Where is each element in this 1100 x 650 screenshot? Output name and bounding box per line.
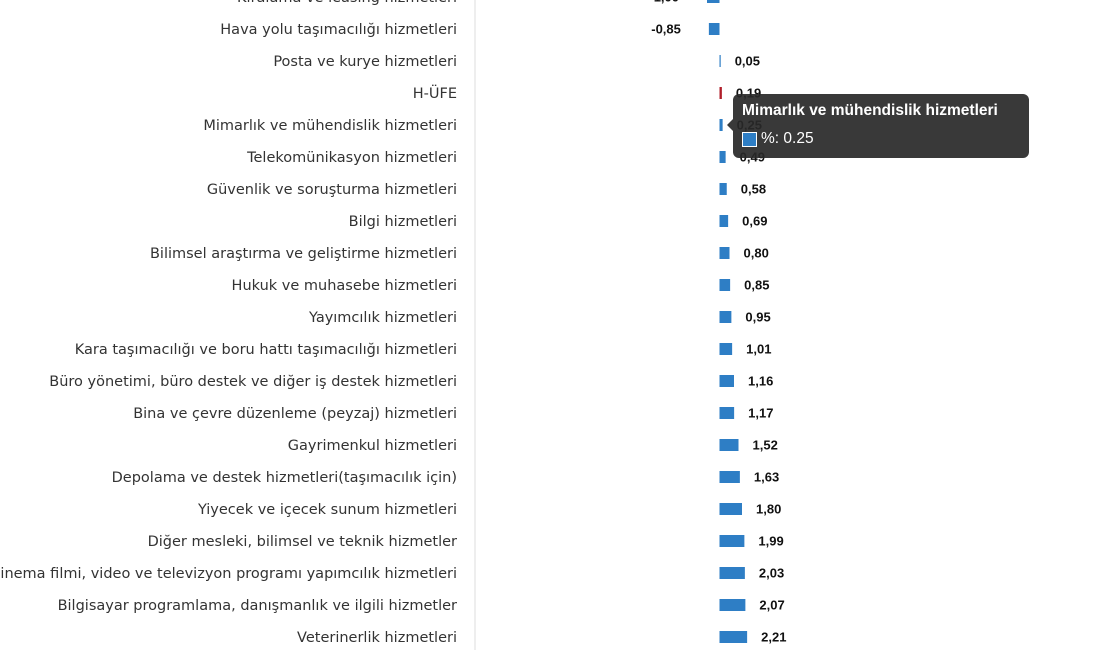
category-label: Güvenlik ve soruşturma hizmetleri (207, 182, 457, 198)
bar[interactable] (719, 407, 735, 419)
tooltip-title: Mimarlık ve mühendislik hizmetleri (742, 102, 998, 119)
value-label: 2,03 (759, 566, 784, 581)
bar[interactable] (707, 0, 720, 3)
bar[interactable] (719, 439, 739, 451)
bar[interactable] (719, 375, 735, 387)
category-label: Hukuk ve muhasebe hizmetleri (232, 278, 457, 294)
category-label: Diğer mesleki, bilimsel ve teknik hizmet… (148, 534, 457, 550)
value-label: 1,17 (748, 406, 773, 421)
value-label: 2,21 (761, 630, 786, 645)
bar[interactable] (719, 279, 731, 291)
bar[interactable] (719, 55, 721, 67)
tooltip-swatch-icon (742, 131, 757, 147)
value-label: 0,05 (735, 54, 760, 69)
value-label: 1,63 (754, 470, 779, 485)
category-label: Depolama ve destek hizmetleri(taşımacılı… (112, 470, 457, 486)
category-label: Posta ve kurye hizmetleri (273, 54, 457, 70)
bar[interactable] (719, 599, 746, 611)
value-label: 0,95 (745, 310, 770, 325)
category-label: Bina ve çevre düzenleme (peyzaj) hizmetl… (133, 406, 457, 422)
category-label: Yiyecek ve içecek sunum hizmetleri (197, 502, 457, 518)
category-label: Bilgi hizmetleri (349, 214, 457, 230)
bar[interactable] (719, 567, 745, 579)
value-label: 1,99 (758, 534, 783, 549)
category-label: Bilgisayar programlama, danışmanlık ve i… (58, 598, 457, 614)
bar[interactable] (719, 631, 748, 643)
category-label: Bilimsel araştırma ve geliştirme hizmetl… (150, 246, 457, 262)
bar[interactable] (719, 87, 722, 99)
category-label: Kara taşımacılığı ve boru hattı taşımacı… (75, 342, 457, 358)
value-label: 0,85 (744, 278, 769, 293)
value-label: -0,85 (651, 22, 681, 37)
category-label: Kiralama ve leasing hizmetleri (237, 0, 457, 6)
value-label: 2,07 (759, 598, 784, 613)
category-label: H-ÜFE (413, 84, 457, 102)
value-label: -1,00 (649, 0, 679, 5)
chart-tooltip: Mimarlık ve mühendislik hizmetleri %: 0.… (727, 94, 1029, 158)
value-label: 0,69 (742, 214, 767, 229)
category-label: Yayımcılık hizmetleri (308, 310, 457, 326)
category-label: Telekomünikasyon hizmetleri (246, 150, 457, 166)
value-label: 1,01 (746, 342, 771, 357)
bar[interactable] (719, 215, 729, 227)
tooltip-value: %: 0.25 (761, 130, 814, 147)
category-label: Sinema filmi, video ve televizyon progra… (0, 566, 457, 582)
value-label: 1,52 (753, 438, 778, 453)
bar[interactable] (719, 503, 743, 515)
value-label: 1,16 (748, 374, 773, 389)
bar[interactable] (719, 311, 732, 323)
category-label: Gayrimenkul hizmetleri (288, 438, 457, 454)
bar[interactable] (719, 119, 723, 131)
tooltip-body: %: 0.25 (742, 129, 1020, 149)
bar[interactable] (719, 343, 733, 355)
bar[interactable] (719, 183, 727, 195)
bar[interactable] (719, 535, 745, 547)
bar[interactable] (708, 23, 720, 35)
category-label: Veterinerlik hizmetleri (297, 630, 457, 646)
value-label: 0,58 (741, 182, 766, 197)
bar[interactable] (719, 471, 740, 483)
value-label: 1,80 (756, 502, 781, 517)
category-label: Büro yönetimi, büro destek ve diğer iş d… (49, 374, 457, 390)
tooltip-arrow (727, 119, 733, 131)
bar[interactable] (719, 151, 726, 163)
category-label: Hava yolu taşımacılığı hizmetleri (220, 22, 457, 38)
value-label: 0,80 (744, 246, 769, 261)
bar[interactable] (719, 247, 730, 259)
category-label: Mimarlık ve mühendislik hizmetleri (203, 118, 457, 134)
